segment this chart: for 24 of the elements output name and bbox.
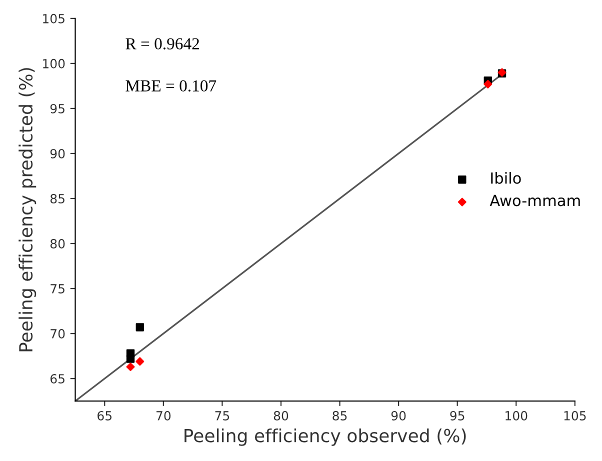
y-tick-label: 100 [43,58,65,68]
x-tick-label: 90 [391,411,406,420]
x-tick-label: 100 [506,411,528,420]
x-tick-label: 105 [564,411,586,420]
x-tick-label: 75 [215,411,230,420]
y-tick-label: 70 [50,329,65,338]
y-tick-label: 75 [50,284,64,294]
y-tick-label: 95 [50,104,64,114]
x-tick-label: 80 [274,411,288,420]
legend-label: Ibilo [491,172,521,184]
y-tick-label: 105 [43,14,64,24]
y-tick-label: 85 [50,194,64,204]
x-axis-title: Peeling efficiency observed (%) [184,428,466,446]
annotation: MBE = 0.107 [126,80,216,92]
x-tick-label: 65 [98,411,112,420]
x-tick-label: 95 [450,411,464,420]
y-tick-label: 80 [50,238,65,248]
x-tick-label: 70 [156,411,171,420]
y-tick-label: 90 [50,148,65,158]
x-tick-label: 85 [332,411,347,420]
y-axis-title: Peeling efficiency predicted (%) [18,68,36,352]
y-tick-label: 65 [50,374,64,384]
legend-label: Awo-mmam [490,194,580,206]
annotation: R = 0.9642 [126,38,199,50]
